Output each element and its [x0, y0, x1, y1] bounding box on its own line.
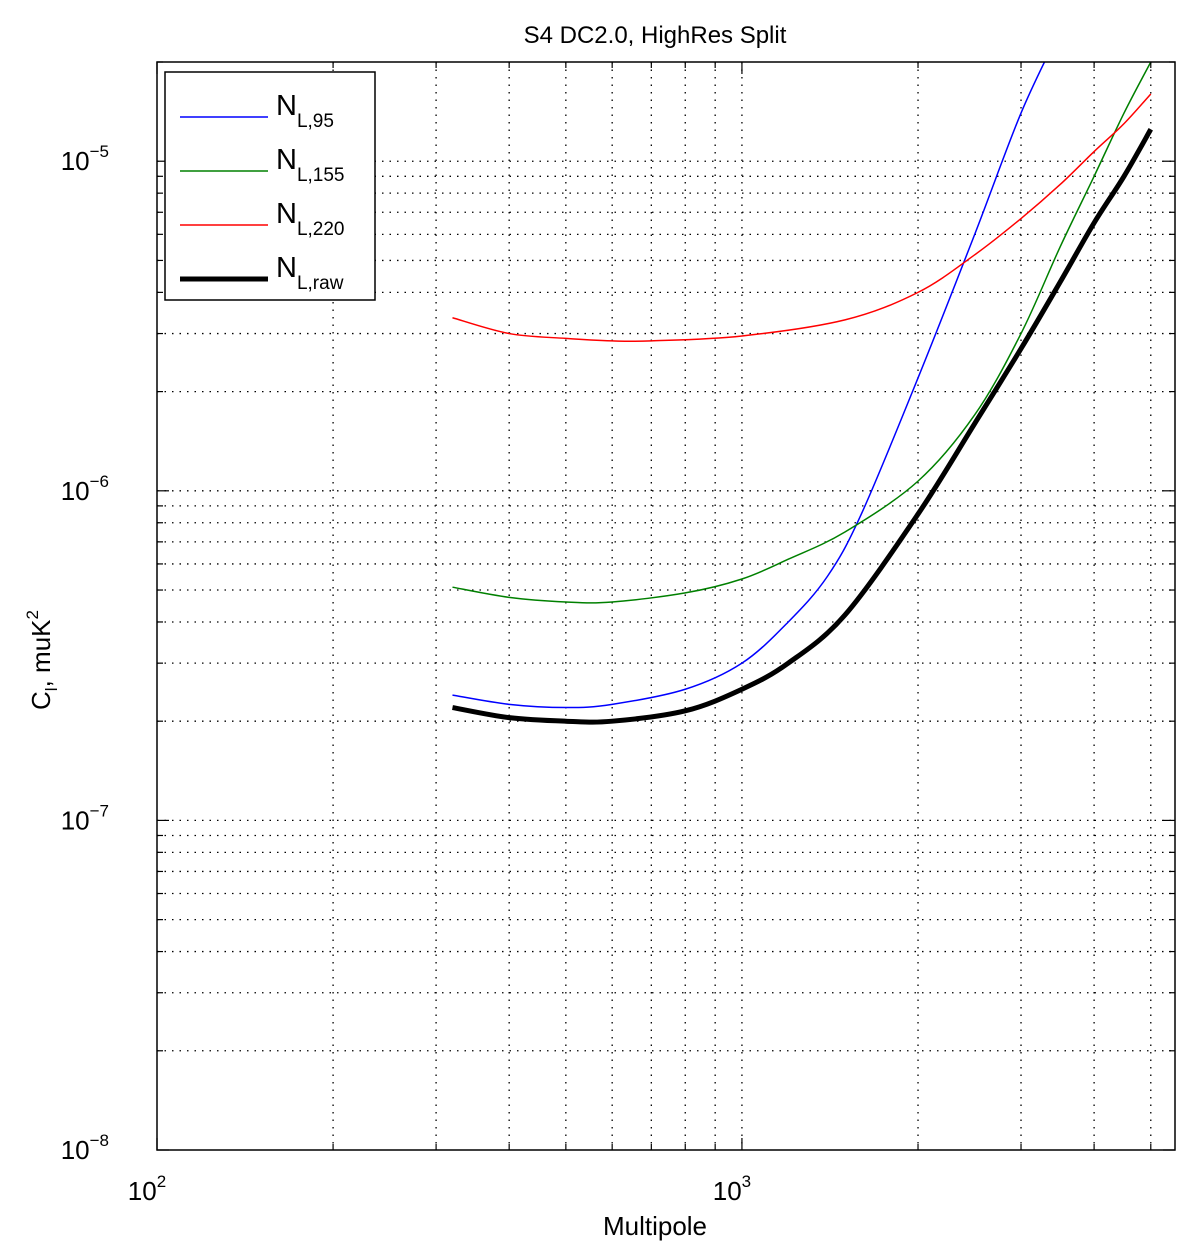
y-tick-label-exp: −8: [90, 1131, 109, 1150]
series-line-l-95: [452, 62, 1046, 709]
legend-label: NL,95: [276, 90, 334, 132]
y-axis-label: Cl, muK2: [23, 610, 61, 710]
y-tick-label: 10−6: [61, 472, 109, 506]
legend-label-main: N: [276, 90, 297, 122]
chart-title: S4 DC2.0, HighRes Split: [524, 22, 787, 49]
y-axis-label-base: C: [26, 691, 56, 710]
legend-box: [164, 71, 376, 301]
series-line-l-raw: [452, 128, 1153, 725]
y-tick-label: 10−5: [61, 142, 109, 176]
y-tick-label-base: 10: [61, 146, 90, 176]
legend-label: NL,raw: [276, 252, 344, 294]
y-axis-label-sub: l: [42, 687, 61, 691]
y-tick-label-base: 10: [61, 1135, 90, 1165]
y-axis-label-sup: 2: [23, 610, 42, 619]
plot-frame: [156, 61, 1176, 1151]
series-group: [452, 62, 1153, 725]
legend-label: NL,220: [276, 198, 345, 240]
y-tick-label-base: 10: [61, 805, 90, 835]
legend-label-sub: L,raw: [297, 273, 344, 294]
series-line-l-155: [452, 62, 1152, 604]
x-axis-label: Multipole: [603, 1211, 707, 1241]
x-tick-label-base: 10: [128, 1176, 157, 1206]
y-tick-label-exp: −6: [90, 472, 109, 491]
y-tick-label-exp: −7: [90, 801, 109, 820]
y-tick-label: 10−8: [61, 1131, 109, 1165]
legend-label-main: N: [276, 252, 297, 284]
y-tick-label: 10−7: [61, 801, 109, 835]
legend-label-sub: L,220: [297, 219, 345, 240]
y-tick-label-base: 10: [61, 476, 90, 506]
x-tick-label-exp: 3: [742, 1172, 751, 1191]
series-line-l-220: [452, 93, 1152, 343]
x-tick-label: 102: [128, 1172, 166, 1206]
y-tick-label-exp: −5: [90, 142, 109, 161]
legend-label: NL,155: [276, 144, 345, 186]
legend-label-main: N: [276, 144, 297, 176]
legend-label-sub: L,155: [297, 165, 345, 186]
legend-label-sub: L,95: [297, 111, 334, 132]
y-axis-label-mid: , muK: [26, 619, 56, 688]
x-tick-label-exp: 2: [157, 1172, 166, 1191]
x-tick-label: 103: [713, 1172, 751, 1206]
x-tick-label-base: 10: [713, 1176, 742, 1206]
legend-label-main: N: [276, 198, 297, 230]
grid: [157, 62, 1175, 1150]
